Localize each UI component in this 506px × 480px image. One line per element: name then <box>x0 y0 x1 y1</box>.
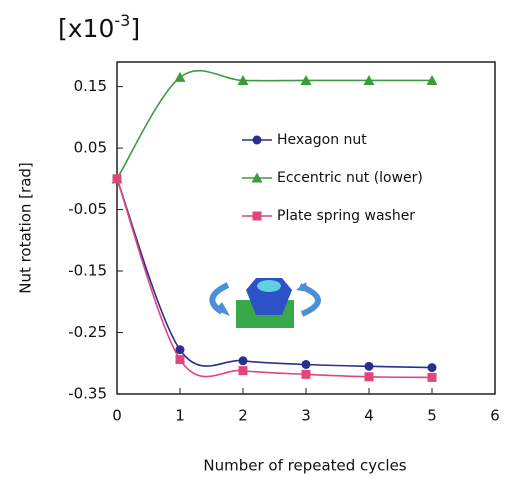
x-tick-label: 4 <box>364 407 374 425</box>
y-tick-label: 0.15 <box>74 77 107 95</box>
x-tick-label: 2 <box>238 407 248 425</box>
y-tick-label: -0.35 <box>68 385 107 403</box>
marker <box>428 363 437 372</box>
chart: [x10-3] Nut rotation [rad] Number of rep… <box>0 0 506 480</box>
y-tick-label: 0.05 <box>74 139 107 157</box>
marker <box>302 370 311 379</box>
y-tick-label: -0.05 <box>68 200 107 218</box>
legend-marker <box>253 136 262 145</box>
x-tick-label: 1 <box>175 407 185 425</box>
nut-icon <box>212 278 318 328</box>
series-line <box>117 71 432 179</box>
marker <box>176 355 185 364</box>
legend-marker <box>253 212 262 221</box>
marker <box>239 356 248 365</box>
plot-frame <box>117 62 495 394</box>
x-tick-label: 5 <box>427 407 437 425</box>
legend-label: Plate spring washer <box>277 208 415 224</box>
marker <box>428 373 437 382</box>
marker <box>365 362 374 371</box>
x-tick-label: 3 <box>301 407 311 425</box>
legend-label: Hexagon nut <box>277 132 367 148</box>
marker <box>175 72 186 82</box>
y-axis-label: Nut rotation [rad] <box>17 162 35 294</box>
y-tick-label: -0.15 <box>68 262 107 280</box>
x-axis-label: Number of repeated cycles <box>203 457 406 475</box>
x-tick-label: 0 <box>112 407 122 425</box>
y-tick-label: -0.25 <box>68 323 107 341</box>
x-tick-label: 6 <box>490 407 500 425</box>
legend-label: Eccentric nut (lower) <box>277 170 423 186</box>
marker <box>239 366 248 375</box>
marker <box>302 360 311 369</box>
marker <box>113 174 122 183</box>
y-multiplier: [x10-3] <box>58 11 140 44</box>
marker <box>365 372 374 381</box>
